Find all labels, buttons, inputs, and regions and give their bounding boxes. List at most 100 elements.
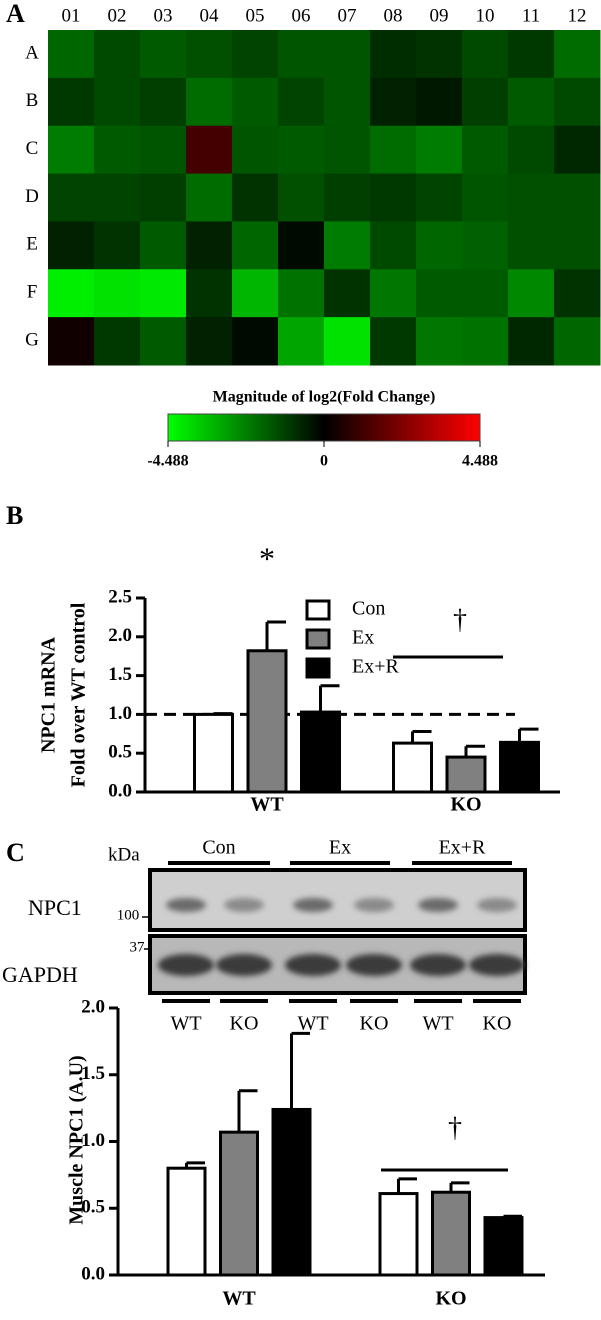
legend-label: Ex+R xyxy=(352,656,399,678)
heatmap-cell xyxy=(462,221,509,270)
heatmap-cell xyxy=(278,317,325,366)
column-label: 02 xyxy=(108,5,127,26)
column-label: 10 xyxy=(476,5,495,26)
panel-label: A xyxy=(6,0,25,28)
heatmap-cell xyxy=(140,269,187,318)
row-label: GAPDH xyxy=(2,962,78,987)
heatmap-cell xyxy=(278,173,325,222)
heatmap-cell xyxy=(462,125,509,175)
y-axis-label: Muscle NPC1 (A.U) xyxy=(66,1055,88,1224)
heatmap-cell xyxy=(94,221,141,270)
y-tick-label: 2.0 xyxy=(108,625,132,646)
heatmap-cell xyxy=(278,77,325,127)
lane-label: KO xyxy=(360,1013,389,1035)
heatmap-cell xyxy=(94,77,141,127)
y-axis-label: Fold over WT control xyxy=(68,602,90,787)
heatmap-cell xyxy=(416,30,463,79)
heatmap-cell xyxy=(232,317,279,366)
legend-swatch xyxy=(305,599,331,621)
row-label: B xyxy=(26,90,39,111)
column-label: 06 xyxy=(292,5,311,26)
lane-label: WT xyxy=(422,1013,453,1035)
heatmap-cell xyxy=(140,317,187,366)
heatmap-cell xyxy=(278,221,325,270)
heatmap-cell xyxy=(48,30,95,79)
bar xyxy=(193,712,234,794)
blot-band xyxy=(346,954,402,976)
heatmap-cell xyxy=(508,269,555,318)
heatmap-cell xyxy=(278,30,325,79)
heatmap-cell xyxy=(140,221,187,270)
y-tick-label: 2.5 xyxy=(108,586,132,607)
heatmap-cell xyxy=(370,173,417,222)
column-label: 09 xyxy=(430,5,449,26)
column-label: 05 xyxy=(246,5,265,26)
row-label: F xyxy=(27,282,38,303)
lane-label: KO xyxy=(230,1013,259,1035)
unit-label: kDa xyxy=(108,844,140,865)
heatmap-cell xyxy=(278,269,325,318)
blot-band xyxy=(285,954,341,976)
heatmap-cell xyxy=(140,77,187,127)
heatmap-cell xyxy=(462,30,509,79)
x-tick-label: KO xyxy=(435,1288,466,1310)
bar xyxy=(392,741,433,794)
column-label: 03 xyxy=(154,5,173,26)
y-tick-label: 2.0 xyxy=(81,996,105,1017)
colorbar-tick-label: 4.488 xyxy=(462,453,498,470)
blot-band xyxy=(354,898,394,912)
heatmap-cell xyxy=(370,125,417,175)
row-label: D xyxy=(25,186,39,207)
x-tick-label: WT xyxy=(222,1288,256,1310)
heatmap-cell xyxy=(140,125,187,175)
column-label: 07 xyxy=(338,5,357,26)
heatmap-cell xyxy=(186,269,233,318)
heatmap-cell xyxy=(48,173,95,222)
heatmap-cell xyxy=(416,317,463,366)
heatmap-cell xyxy=(462,269,509,318)
heatmap-cell xyxy=(186,221,233,270)
y-tick-label: 1.0 xyxy=(81,1130,105,1151)
blot-background xyxy=(148,868,527,932)
heatmap-cell xyxy=(94,173,141,222)
heatmap-cell xyxy=(370,221,417,270)
heatmap-cell xyxy=(370,269,417,318)
group-label: Ex+R xyxy=(439,837,486,859)
heatmap-cell xyxy=(324,125,371,175)
legend-swatch xyxy=(305,657,331,679)
y-tick-label: 1.5 xyxy=(81,1063,105,1084)
heatmap-cell xyxy=(232,173,279,222)
heatmap-cell xyxy=(186,317,233,366)
colorbar-tick-label: -4.488 xyxy=(147,453,188,470)
heatmap-cell xyxy=(416,173,463,222)
column-label: 04 xyxy=(200,5,220,26)
bar xyxy=(300,710,341,794)
heatmap-cell xyxy=(508,173,555,222)
bar xyxy=(445,755,487,794)
heatmap-cell xyxy=(94,30,141,79)
bar xyxy=(483,1216,524,1277)
y-tick-label: 1.5 xyxy=(108,664,132,685)
heatmap-cell xyxy=(508,77,555,127)
heatmap-cell xyxy=(94,125,141,175)
group-label: Con xyxy=(202,837,235,859)
heatmap-cell xyxy=(186,77,233,127)
row-label: A xyxy=(25,42,39,63)
heatmap-cell xyxy=(232,269,279,318)
lane-label: WT xyxy=(170,1013,201,1035)
x-tick-label: WT xyxy=(250,794,284,816)
row-label: E xyxy=(26,234,38,255)
heatmap-cell xyxy=(48,269,95,318)
bar xyxy=(246,649,288,794)
heatmap-cell xyxy=(416,125,463,175)
bar xyxy=(499,740,540,794)
bar xyxy=(166,1166,207,1277)
group-label: Ex xyxy=(329,837,351,859)
y-tick-label: 0.0 xyxy=(81,1263,105,1284)
bar xyxy=(431,1190,471,1277)
heatmap-cell xyxy=(462,317,509,366)
heatmap-cell xyxy=(324,317,371,366)
heatmap-cell xyxy=(554,77,601,127)
heatmap-cell xyxy=(324,269,371,318)
